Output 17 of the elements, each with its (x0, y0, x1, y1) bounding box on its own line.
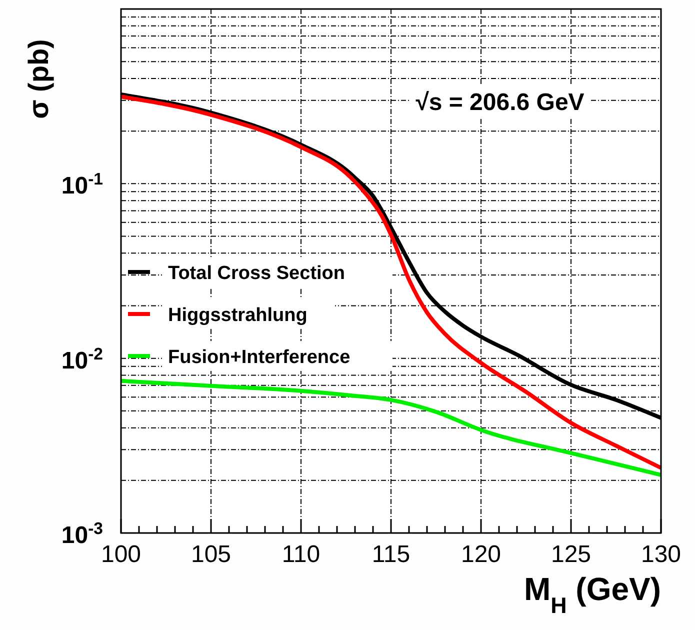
x-tick-label: 120 (460, 541, 502, 568)
x-tick-label: 110 (282, 541, 320, 568)
legend-label: Total Cross Section (168, 263, 346, 284)
x-tick-label: 115 (372, 541, 410, 568)
legend-label: Higgsstrahlung (168, 305, 308, 326)
y-tick-label: 10$^{-1}$ (61, 169, 103, 200)
annotation: √s = 206.6 GeV (416, 89, 584, 116)
x-axis-title: M$_{H}$ (GeV) (524, 571, 661, 618)
y-tick-label: 10$^{-2}$ (61, 344, 103, 374)
line-series (119, 378, 663, 477)
x-tick-label: 100 (100, 541, 142, 568)
x-tick-label: 105 (190, 541, 232, 568)
y-axis-title: σ (pb) (23, 39, 54, 119)
y-tick-label: 10$^{-3}$ (61, 518, 103, 549)
x-tick-label: 130 (640, 541, 682, 568)
legend-label: Fusion+Interference (168, 347, 350, 368)
x-tick-label: 125 (550, 541, 592, 568)
